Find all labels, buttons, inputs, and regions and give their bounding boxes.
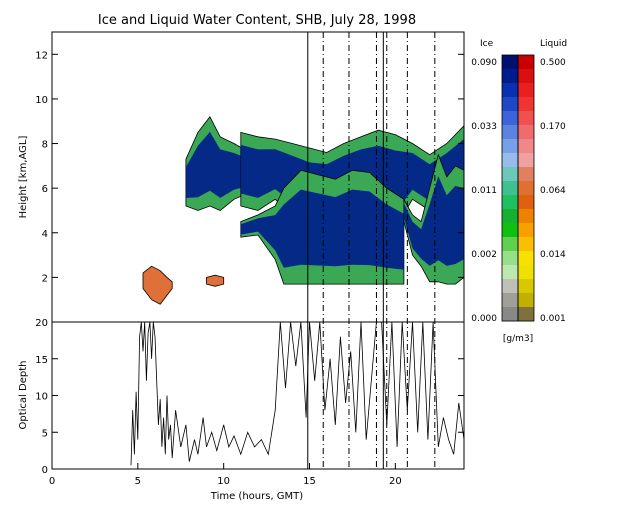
colorbar-liquid-strip — [518, 55, 534, 322]
colorbar-ice-swatch — [502, 167, 518, 182]
bottom-plot-frame — [51, 321, 465, 470]
colorbar-ice-swatch — [502, 293, 518, 308]
bottom-y-axis-label: Optical Depth — [18, 361, 29, 430]
colorbar-ice-swatch — [502, 307, 518, 322]
bottom-y-tick-label: 15 — [35, 355, 48, 366]
bottom-y-tick-label: 5 — [42, 428, 48, 439]
colorbar-ice-swatch — [502, 251, 518, 266]
cloud-layer-liquid — [206, 274, 225, 287]
colorbar-liquid-swatch — [518, 153, 534, 168]
colorbar-liquid-swatch — [518, 195, 534, 210]
top-panel: 2 4 6 8 10 12 Height [km,AGL] — [18, 31, 465, 323]
x-axis-label: Time (hours, GMT) — [210, 491, 304, 502]
colorbar-ice-label: Ice — [480, 39, 494, 49]
colorbar-liquid-tick-label: 0.064 — [540, 186, 566, 196]
colorbar-liquid-swatch — [518, 293, 534, 308]
x-tick-label: 15 — [303, 476, 316, 487]
bottom-panel: 0 5 10 15 20 0 5 10 15 20 Optical Depth Time (ho… — [18, 318, 465, 502]
colorbar-liquid-swatch — [518, 69, 534, 84]
colorbar-liquid-swatch — [518, 181, 534, 196]
colorbar-liquid-tick-label: 0.170 — [540, 122, 566, 132]
colorbar-liquid-frame — [517, 54, 535, 322]
cloud-layer-core — [185, 131, 250, 198]
top-y-ticks: 2 4 6 8 10 12 — [35, 50, 464, 284]
bottom-y-ticks: 0 5 10 15 20 — [35, 318, 464, 476]
top-y-tick-label: 8 — [42, 140, 48, 151]
colorbar-liquid-swatch — [518, 237, 534, 252]
colorbar-liquid-swatch — [518, 125, 534, 140]
colorbar-liquid-swatch — [518, 223, 534, 238]
colorbar-ice-swatch — [502, 153, 518, 168]
colorbar-ice-swatch — [502, 237, 518, 252]
colorbar-ice-swatch — [502, 69, 518, 84]
colorbar-liquid-swatch — [518, 265, 534, 280]
colorbar-ice-swatch — [502, 125, 518, 140]
colorbar-ice-strip — [502, 55, 518, 322]
x-tick-label: 10 — [217, 476, 230, 487]
colorbar-liquid-tick-label: 0.001 — [540, 314, 566, 324]
colorbar-ice-ticks: 0.090 0.033 0.011 0.002 0.000 — [471, 58, 497, 324]
colorbar-ice-swatch — [502, 209, 518, 224]
colorbar-ice-tick-label: 0.000 — [471, 314, 497, 324]
colorbar-ice-swatch — [502, 223, 518, 238]
colorbar-ice-swatch — [502, 139, 518, 154]
colorbar-liquid-swatch — [518, 167, 534, 182]
top-y-tick-label: 12 — [35, 50, 48, 61]
colorbar-ice-tick-label: 0.011 — [471, 186, 497, 196]
cloud-layer-core — [403, 176, 464, 266]
colorbar-ice-swatch — [502, 195, 518, 210]
colorbar-liquid-swatch — [518, 209, 534, 224]
x-tick-label: 20 — [389, 476, 402, 487]
colorbar-ice-swatch — [502, 111, 518, 126]
x-tick-label: 0 — [49, 476, 55, 487]
chart-title: Ice and Liquid Water Content, SHB, July … — [98, 13, 416, 28]
cloud-layer-core — [240, 189, 404, 270]
colorbar-ice-swatch — [502, 265, 518, 280]
cloud-layer-liquid — [142, 265, 173, 305]
colorbar-liquid-ticks: 0.500 0.170 0.064 0.014 0.001 — [540, 58, 566, 324]
colorbar-liquid-swatch — [518, 97, 534, 112]
colorbar-liquid-swatch — [518, 251, 534, 266]
top-y-tick-label: 10 — [35, 95, 48, 106]
colorbar-ice-swatch — [502, 55, 518, 70]
top-y-tick-label: 2 — [42, 273, 48, 284]
optical-depth-line — [130, 321, 465, 466]
colorbar-ice-tick-label: 0.090 — [471, 58, 497, 68]
vertical-markers — [307, 32, 436, 469]
colorbar-liquid-swatch — [518, 111, 534, 126]
top-y-axis-label: Height [km,AGL] — [18, 136, 29, 219]
optical-depth-series — [130, 321, 465, 466]
colorbar-ice-swatch — [502, 279, 518, 294]
top-y-tick-label: 6 — [42, 184, 48, 195]
bottom-y-tick-label: 20 — [35, 318, 48, 329]
colorbar-ice-tick-label: 0.033 — [471, 122, 497, 132]
bottom-y-tick-label: 0 — [42, 465, 48, 476]
colorbar-units: [g/m3] — [503, 334, 533, 344]
cloud-layers — [142, 116, 465, 305]
colorbar-ice-swatch — [502, 181, 518, 196]
colorbar-liquid-swatch — [518, 279, 534, 294]
colorbar-liquid-swatch — [518, 307, 534, 322]
colorbar-liquid-tick-label: 0.014 — [540, 250, 566, 260]
colorbar-liquid-swatch — [518, 83, 534, 98]
colorbar-ice-swatch — [502, 83, 518, 98]
colorbar-liquid-swatch — [518, 139, 534, 154]
colorbar-ice-tick-label: 0.002 — [471, 250, 497, 260]
bottom-y-tick-label: 10 — [35, 392, 48, 403]
colorbar: Ice Liquid 0.090 0.033 0.011 0.002 0.000 0.5… — [471, 39, 567, 344]
colorbar-liquid-tick-label: 0.500 — [540, 58, 566, 68]
x-tick-label: 5 — [135, 476, 141, 487]
colorbar-ice-swatch — [502, 97, 518, 112]
colorbar-liquid-label: Liquid — [540, 39, 567, 49]
top-y-tick-label: 4 — [42, 229, 48, 240]
colorbar-liquid-swatch — [518, 55, 534, 70]
